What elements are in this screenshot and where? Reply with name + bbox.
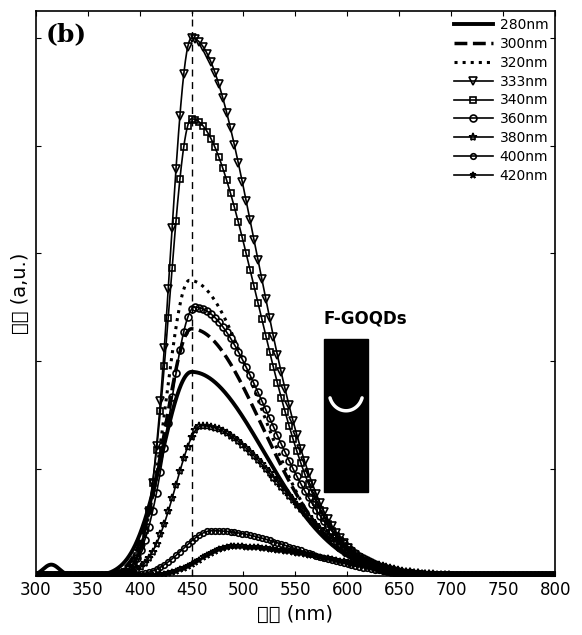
300nm [59, 573, 66, 580]
400nm [209, 527, 216, 535]
400nm [537, 573, 544, 580]
400nm [442, 572, 449, 579]
333nm [537, 573, 544, 580]
360nm [537, 573, 544, 580]
300nm [188, 325, 195, 333]
300nm [537, 573, 544, 580]
400nm [32, 573, 39, 580]
320nm [271, 439, 278, 447]
380nm [552, 573, 559, 580]
340nm [552, 573, 559, 580]
400nm [537, 573, 544, 580]
340nm [59, 573, 66, 580]
420nm [552, 573, 559, 580]
320nm [285, 472, 292, 479]
420nm [271, 545, 278, 553]
280nm [59, 568, 66, 575]
280nm [188, 368, 195, 376]
300nm [552, 573, 559, 580]
360nm [59, 573, 66, 580]
360nm [271, 426, 278, 434]
300nm [271, 449, 278, 457]
280nm [537, 573, 544, 580]
333nm [59, 573, 66, 580]
400nm [552, 573, 559, 580]
Line: 320nm: 320nm [36, 280, 555, 577]
400nm [285, 543, 292, 551]
320nm [537, 573, 544, 580]
420nm [537, 573, 544, 580]
360nm [191, 304, 198, 311]
420nm [285, 547, 292, 555]
Line: 333nm: 333nm [31, 34, 559, 580]
280nm [285, 488, 292, 496]
360nm [537, 573, 544, 580]
340nm [32, 573, 39, 580]
Y-axis label: 强度 (a,u.): 强度 (a,u.) [11, 253, 30, 335]
333nm [285, 399, 292, 407]
380nm [32, 573, 39, 580]
Text: (b): (b) [46, 22, 87, 46]
340nm [442, 572, 449, 580]
Bar [324, 339, 368, 491]
340nm [537, 573, 544, 580]
X-axis label: 波长 (nm): 波长 (nm) [257, 605, 333, 624]
360nm [442, 572, 449, 580]
340nm [285, 420, 292, 428]
400nm [59, 573, 66, 580]
380nm [537, 573, 544, 580]
280nm [537, 573, 544, 580]
320nm [552, 573, 559, 580]
333nm [537, 573, 544, 580]
400nm [271, 538, 278, 545]
320nm [32, 573, 39, 580]
300nm [32, 573, 39, 580]
Line: 280nm: 280nm [36, 372, 555, 577]
333nm [271, 339, 278, 347]
360nm [285, 456, 292, 464]
380nm [285, 491, 292, 499]
320nm [537, 573, 544, 580]
380nm [442, 572, 449, 579]
360nm [32, 573, 39, 580]
300nm [442, 572, 449, 580]
Line: 360nm: 360nm [32, 304, 559, 580]
380nm [271, 475, 278, 483]
Line: 340nm: 340nm [32, 116, 559, 580]
380nm [198, 422, 205, 429]
360nm [552, 573, 559, 580]
333nm [32, 573, 39, 580]
320nm [59, 573, 66, 580]
280nm [442, 572, 449, 580]
Line: 400nm: 400nm [33, 528, 558, 579]
340nm [188, 115, 195, 123]
280nm [552, 573, 559, 580]
280nm [271, 466, 278, 474]
320nm [186, 276, 193, 284]
420nm [442, 570, 449, 578]
300nm [537, 573, 544, 580]
Line: 300nm: 300nm [36, 329, 555, 577]
340nm [271, 369, 278, 377]
Line: 420nm: 420nm [32, 543, 559, 580]
300nm [285, 476, 292, 484]
420nm [59, 573, 66, 580]
Line: 380nm: 380nm [31, 422, 559, 580]
280nm [32, 571, 39, 578]
333nm [188, 34, 195, 42]
420nm [32, 573, 39, 580]
320nm [442, 572, 449, 580]
420nm [537, 573, 544, 580]
Text: F-GOQDs: F-GOQDs [324, 310, 407, 328]
333nm [442, 572, 449, 580]
380nm [537, 573, 544, 580]
420nm [230, 542, 237, 550]
333nm [552, 573, 559, 580]
340nm [537, 573, 544, 580]
Legend: 280nm, 300nm, 320nm, 333nm, 340nm, 360nm, 380nm, 400nm, 420nm: 280nm, 300nm, 320nm, 333nm, 340nm, 360nm… [451, 15, 551, 185]
380nm [59, 573, 66, 580]
